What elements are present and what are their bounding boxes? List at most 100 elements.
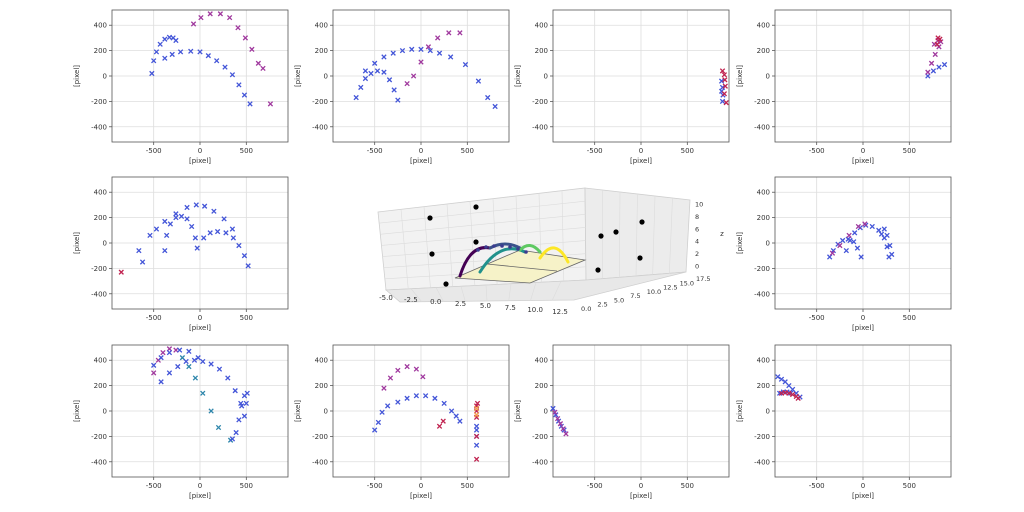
data-point-marker — [876, 227, 882, 233]
data-point-marker — [173, 37, 179, 44]
x3d-tick-label: 10.0 — [527, 306, 543, 314]
data-point-marker — [846, 232, 852, 239]
scatter-panel-row1-col4: -500 0 500 400 200 0 -200 -400 [pixel] [pixel] — [736, 9, 952, 165]
data-point-marker — [175, 363, 181, 370]
data-point-marker — [247, 101, 253, 107]
camera-position-marker — [473, 204, 479, 210]
data-point-marker — [789, 391, 796, 398]
data-point-marker — [925, 69, 931, 75]
data-point-marker — [267, 101, 274, 107]
data-point-marker — [229, 226, 236, 232]
data-point-marker — [208, 361, 214, 367]
data-point-marker — [230, 235, 237, 241]
x-tick-label: -500 — [146, 147, 162, 155]
data-point-marker — [473, 456, 480, 462]
y-tick-label: 400 — [315, 22, 328, 30]
data-point-marker — [550, 405, 556, 412]
data-point-marker — [420, 374, 426, 380]
data-point-marker — [236, 417, 242, 423]
y-tick-label: 200 — [535, 47, 548, 55]
data-point-marker — [884, 232, 890, 239]
y-tick-label: 0 — [324, 408, 328, 416]
data-point-marker — [404, 80, 410, 87]
data-point-marker — [884, 244, 890, 250]
camera-position-marker — [598, 233, 604, 239]
y-tick-label: 200 — [757, 214, 770, 222]
data-point-marker — [390, 50, 396, 56]
data-point-marker — [719, 98, 726, 105]
y-tick-label: -200 — [532, 98, 548, 106]
data-point-marker — [368, 70, 374, 77]
data-point-marker — [245, 263, 251, 269]
data-point-marker — [207, 11, 213, 17]
data-point-marker — [235, 25, 241, 31]
x-tick-label: 0 — [639, 482, 643, 490]
y3d-tick-label: 17.5 — [696, 275, 710, 283]
y-tick-label: -400 — [754, 290, 770, 298]
camera-position-marker — [443, 281, 449, 287]
y-axis-label: [pixel] — [736, 65, 744, 87]
data-point-marker — [375, 419, 382, 426]
data-point-marker — [200, 390, 206, 396]
y-tick-label: 400 — [757, 22, 770, 30]
ball-position-marker — [492, 244, 496, 248]
pane-gridline — [619, 191, 621, 278]
data-point-marker — [188, 48, 194, 54]
data-point-marker — [473, 405, 480, 412]
data-point-marker — [222, 64, 228, 70]
pane-gridline — [400, 209, 409, 289]
data-point-marker — [413, 393, 420, 399]
data-point-marker — [162, 55, 168, 61]
data-point-marker — [932, 51, 938, 58]
y-tick-label: -200 — [91, 433, 107, 441]
x-tick-label: -500 — [587, 482, 603, 490]
x-axis-label: [pixel] — [189, 324, 211, 332]
x-axis-label: [pixel] — [189, 157, 211, 165]
data-point-marker — [436, 423, 443, 429]
y-tick-label: 400 — [535, 22, 548, 30]
data-point-marker — [192, 375, 199, 381]
ball-position-marker — [524, 250, 528, 254]
data-point-marker — [422, 393, 429, 399]
data-point-marker — [386, 77, 393, 83]
data-point-marker — [934, 41, 940, 47]
y-axis-label: [pixel] — [514, 400, 522, 422]
data-point-marker — [381, 385, 387, 391]
x3d-tick-label: -5.0 — [379, 294, 393, 302]
data-point-marker — [232, 388, 238, 394]
data-point-marker — [229, 72, 236, 78]
data-point-marker — [453, 413, 459, 419]
data-point-marker — [353, 94, 359, 101]
y-axis-label: [pixel] — [294, 400, 302, 422]
data-point-marker — [795, 395, 801, 401]
data-point-marker — [184, 204, 190, 211]
data-point-marker — [214, 58, 220, 64]
data-point-marker — [166, 349, 173, 356]
pane-gridline — [485, 284, 488, 302]
data-point-marker — [436, 50, 443, 56]
data-point-marker — [782, 379, 788, 385]
x-tick-label: 500 — [240, 314, 253, 322]
data-point-marker — [473, 442, 480, 448]
y3d-tick-label: 5.0 — [614, 296, 624, 304]
data-point-marker — [722, 77, 728, 83]
x-tick-label: 500 — [903, 314, 916, 322]
data-point-marker — [395, 97, 401, 103]
data-point-marker — [937, 36, 943, 42]
data-point-marker — [183, 358, 189, 365]
data-point-marker — [193, 202, 199, 208]
data-point-marker — [211, 208, 217, 214]
camera-position-marker — [473, 239, 479, 245]
data-point-marker — [552, 409, 558, 415]
y3d-tick-label: 15.0 — [680, 279, 694, 287]
data-point-marker — [226, 14, 233, 21]
y-tick-label: 200 — [535, 382, 548, 390]
data-point-marker — [837, 242, 843, 249]
data-point-marker — [216, 366, 223, 372]
z3d-tick-label: 6 — [695, 225, 699, 233]
y3d-tick-label: 2.5 — [597, 301, 607, 309]
data-point-marker — [151, 58, 157, 64]
data-point-marker — [855, 223, 862, 230]
data-point-marker — [887, 242, 893, 249]
